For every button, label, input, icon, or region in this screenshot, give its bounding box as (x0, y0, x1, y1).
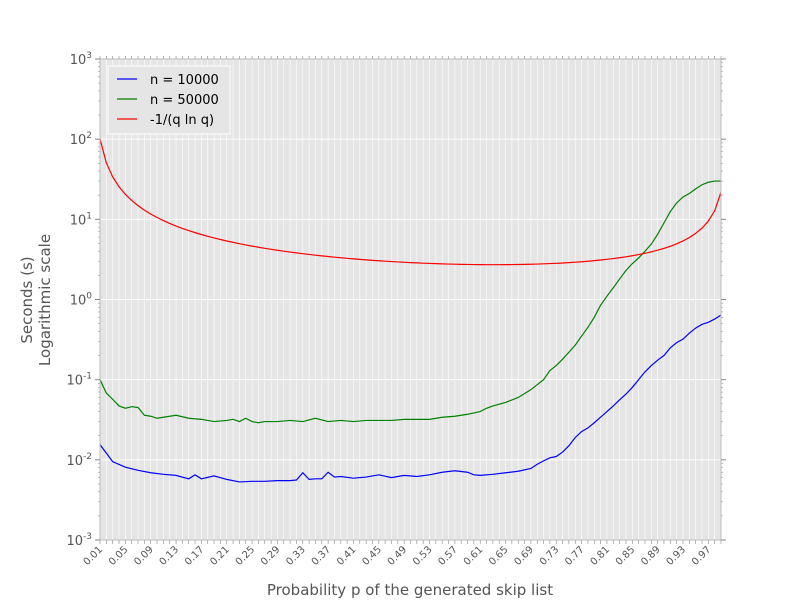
x-tick-label: 0.13 (158, 544, 182, 568)
legend-label: n = 50000 (150, 93, 219, 108)
series-lines (99, 138, 722, 483)
x-tick-label: 0.29 (259, 544, 283, 568)
y-tick-label: 103 (70, 51, 92, 68)
grid-lines (99, 58, 722, 541)
series-line-1-q-ln-q (99, 138, 722, 266)
series-line-n-10000 (99, 314, 722, 483)
y-tick-label: 10-2 (66, 452, 92, 469)
x-tick-label: 0.33 (284, 544, 308, 568)
y-axis-label-line1: Seconds (s) (18, 256, 36, 343)
y-tick-label: 102 (70, 131, 92, 148)
x-tick-label: 0.65 (487, 544, 511, 568)
x-tick-label: 0.41 (335, 544, 359, 568)
x-axis-label: Probability p of the generated skip list (267, 581, 553, 599)
legend-label: -1/(q ln q) (150, 113, 214, 128)
series-line-n-50000 (99, 180, 721, 424)
x-tick-label: 0.37 (310, 544, 334, 568)
y-tick-label: 10-1 (66, 372, 92, 389)
x-tick-label: 0.93 (665, 544, 689, 568)
y-axis-label-line2: Logarithmic scale (36, 234, 54, 366)
x-tick-label: 0.49 (386, 544, 410, 568)
y-tick-label: 101 (70, 211, 92, 228)
x-tick-label: 0.53 (411, 544, 435, 568)
x-tick-label: 0.21 (208, 544, 232, 568)
x-tick-label: 0.01 (82, 544, 106, 568)
x-tick-label: 0.05 (107, 544, 131, 568)
x-tick-label: 0.81 (589, 544, 613, 568)
y-tick-label: 10-3 (66, 532, 92, 549)
x-tick-label: 0.89 (639, 544, 663, 568)
x-tick-label: 0.73 (538, 544, 562, 568)
legend-label: n = 10000 (150, 73, 219, 88)
x-tick-label: 0.77 (563, 544, 587, 568)
x-tick-label: 0.61 (462, 544, 486, 568)
legend-box (107, 65, 231, 135)
y-tick-label: 100 (70, 292, 93, 309)
x-tick-label: 0.97 (690, 544, 714, 568)
x-tick-label: 0.17 (183, 544, 207, 568)
x-tick-label: 0.25 (234, 544, 258, 568)
x-tick-label: 0.85 (614, 544, 638, 568)
x-tick-label: 0.09 (132, 544, 156, 568)
x-tick-label: 0.69 (512, 544, 536, 568)
x-tick-label: 0.57 (436, 544, 460, 568)
legend: n = 10000 n = 50000 -1/(q ln q) (107, 65, 231, 135)
x-tick-label: 0.45 (360, 544, 384, 568)
